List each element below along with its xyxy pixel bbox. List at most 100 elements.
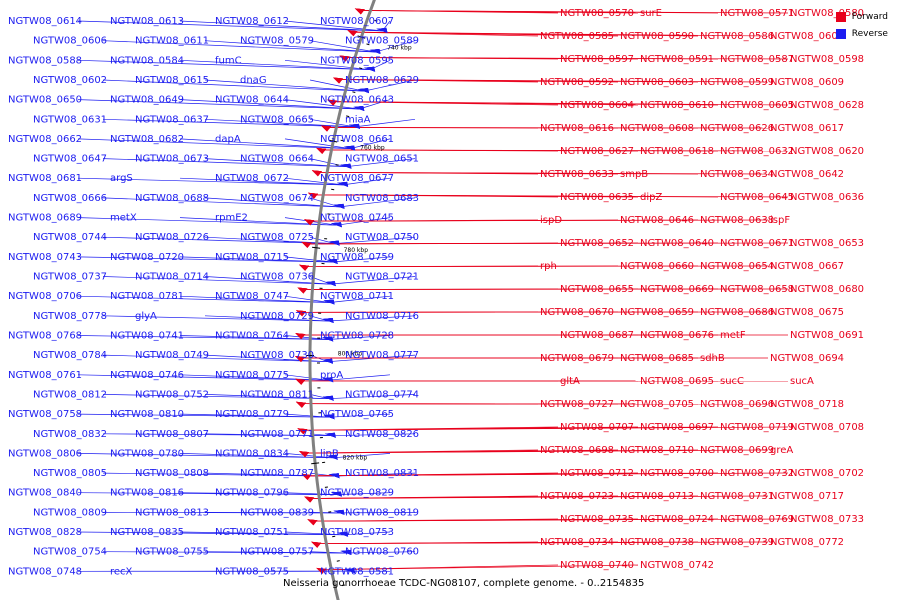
gene-label-reverse: NGTW08_0737 (33, 272, 107, 283)
gene-label-reverse: NGTW08_0729 (240, 311, 314, 322)
gene-label-reverse: NGTW08_0781 (110, 291, 184, 302)
gene-leader-line (102, 276, 331, 285)
gene-leader-line (328, 374, 391, 381)
gene-label-reverse: NGTW08_0806 (8, 448, 82, 459)
gene-feature-reverse (324, 281, 336, 287)
gene-label-forward: NGTW08_0671 (720, 238, 794, 249)
gene-leader-line (204, 394, 329, 400)
gene-label-forward: NGTW08_0772 (770, 537, 844, 548)
legend-reverse-label: Reverse (851, 28, 888, 39)
gene-feature-reverse (340, 163, 352, 169)
gene-leader-line (284, 453, 333, 459)
gene-leader-line (328, 394, 416, 400)
gene-label-forward: NGTW08_0652 (560, 238, 634, 249)
gene-label-reverse: NGTW08_0835 (110, 527, 184, 538)
gene-label-reverse: NGTW08_0672 (215, 173, 289, 184)
legend-forward: Forward (835, 8, 888, 25)
gene-leader-line (342, 57, 789, 60)
gene-label-forward: NGTW08_0732 (720, 468, 794, 479)
gene-leader-line (204, 79, 365, 92)
gene-label-forward: NGTW08_0635 (560, 192, 634, 203)
gene-label-forward: NGTW08_0640 (640, 238, 714, 249)
gene-leader-line (309, 118, 355, 128)
gene-label-reverse: NGTW08_0749 (135, 350, 209, 361)
minor-tick (366, 43, 370, 46)
gene-label-reverse: NGTW08_0677 (320, 173, 394, 184)
gene-feature-forward (308, 192, 318, 199)
gene-feature-reverse (344, 145, 356, 151)
gene-label-reverse: NGTW08_0683 (345, 193, 419, 204)
gene-leader-line (179, 335, 329, 340)
gene-feature-forward (307, 519, 318, 526)
gene-leader-line (77, 59, 371, 71)
gene-labels: NGTW08_0614 NGTW08_0613 NGTW08_0612 NGTW08_… (8, 8, 864, 577)
gene-leader-line (307, 495, 769, 499)
gene-label-forward: NGTW08_0708 (790, 422, 864, 433)
gene-leader-line (102, 354, 329, 363)
gene-leader-line (350, 31, 769, 37)
gene-feature-reverse (376, 27, 388, 33)
forward-swatch (835, 11, 846, 22)
gene-label-forward: rph (540, 261, 557, 272)
gene-leader-line (179, 453, 333, 459)
gene-leader-line (102, 40, 376, 53)
gene-label-forward: NGTW08_0592 (540, 77, 614, 88)
scale-label: 760 kbp (360, 145, 385, 152)
gene-label-reverse: NGTW08_0746 (110, 370, 184, 381)
gene-leader-line (77, 20, 383, 32)
gene-label-forward: NGTW08_0705 (620, 399, 694, 410)
gene-feature-reverse (340, 550, 352, 555)
gene-leader-line (307, 219, 769, 222)
gene-label-forward: NGTW08_0636 (790, 192, 864, 203)
gene-feature-reverse (358, 88, 369, 94)
gene-leader-line (102, 472, 335, 477)
gene-label-reverse: NGTW08_0643 (320, 95, 394, 106)
gene-leader-line (359, 99, 391, 110)
gene-label-reverse: NGTW08_0834 (215, 448, 289, 459)
gene-leader-line (284, 138, 351, 149)
gene-leader-line (319, 564, 639, 571)
scale-tick (311, 462, 320, 465)
gene-label-reverse: NGTW08_0615 (135, 75, 209, 86)
gene-label-reverse: NGTW08_0711 (320, 291, 394, 302)
gene-label-reverse: NGTW08_0730 (240, 350, 314, 361)
gene-label-forward: NGTW08_0605 (720, 100, 794, 111)
gene-label-forward: NGTW08_0633 (540, 169, 614, 180)
gene-feature-reverse (322, 336, 334, 342)
gene-leader-line (102, 158, 347, 168)
gene-label-forward: NGTW08_0699 (700, 445, 774, 456)
gene-leader-line (309, 40, 376, 53)
gene-label-reverse: NGTW08_0754 (33, 547, 107, 558)
legend-forward-label: Forward (851, 11, 888, 22)
gene-label-forward: NGTW08_0627 (560, 146, 634, 157)
gene-leader-line (179, 99, 360, 110)
gene-leader-line (204, 158, 347, 168)
gene-leader-line (77, 177, 344, 186)
gene-leader-line (77, 138, 351, 149)
gene-label-reverse: NGTW08_0761 (8, 370, 82, 381)
gene-label-reverse: NGTW08_0748 (8, 566, 82, 577)
gene-leader-line (77, 217, 337, 226)
gene-leader-line (102, 394, 329, 400)
gene-label-reverse: NGTW08_0588 (8, 55, 82, 66)
scale-label: 820 kbp (343, 454, 368, 461)
gene-leader-line (102, 118, 355, 128)
reverse-swatch (835, 28, 846, 39)
gene-label-reverse: NGTW08_0779 (215, 409, 289, 420)
gene-label-reverse: NGTW08_0807 (135, 429, 209, 440)
gene-leader-line (314, 541, 769, 545)
gene-label-forward: NGTW08_0727 (540, 399, 614, 410)
gene-label-forward: NGTW08_0769 (720, 514, 794, 525)
gene-feature-reverse (330, 222, 342, 228)
gene-label-forward: NGTW08_0610 (640, 100, 714, 111)
gene-label-reverse: NGTW08_0816 (110, 488, 184, 499)
gene-feature-forward (316, 147, 327, 154)
minor-tick (335, 164, 339, 166)
gene-leader-line (330, 101, 789, 106)
gene-feature-reverse (353, 106, 365, 111)
gene-feature-reverse (344, 568, 356, 574)
gene-label-forward: NGTW08_0731 (700, 491, 774, 502)
gene-label-forward: NGTW08_0719 (720, 422, 794, 433)
gene-label-forward: NGTW08_0571 (720, 8, 794, 19)
gene-label-forward: smpB (620, 169, 648, 180)
